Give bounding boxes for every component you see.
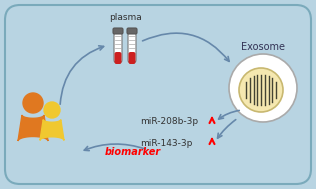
Polygon shape — [40, 120, 64, 140]
FancyBboxPatch shape — [128, 32, 136, 63]
FancyBboxPatch shape — [114, 52, 121, 64]
Circle shape — [239, 68, 283, 112]
FancyBboxPatch shape — [129, 52, 136, 64]
Text: miR-208b-3p: miR-208b-3p — [140, 118, 198, 126]
Text: miR-143-3p: miR-143-3p — [140, 139, 192, 147]
FancyBboxPatch shape — [127, 28, 137, 34]
FancyBboxPatch shape — [113, 28, 123, 34]
Text: plasma: plasma — [109, 13, 141, 22]
Circle shape — [229, 54, 297, 122]
FancyBboxPatch shape — [5, 5, 311, 184]
Text: Exosome: Exosome — [241, 42, 285, 52]
Polygon shape — [18, 115, 48, 141]
Circle shape — [23, 93, 43, 113]
FancyBboxPatch shape — [114, 32, 122, 63]
Text: biomarker: biomarker — [105, 147, 161, 157]
Circle shape — [44, 102, 60, 118]
